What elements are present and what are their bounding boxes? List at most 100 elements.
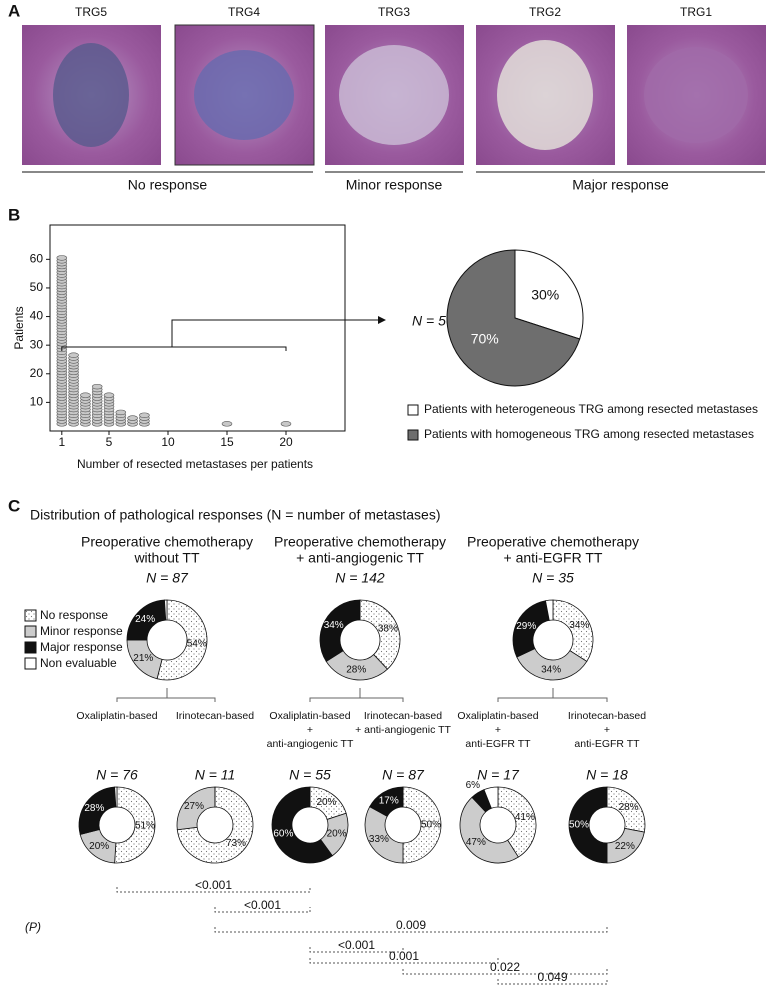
panel-label: B bbox=[8, 205, 20, 224]
legend-label: Non evaluable bbox=[40, 656, 117, 670]
n-label: N = 11 bbox=[195, 767, 236, 783]
p-value: <0.001 bbox=[244, 898, 281, 912]
dot bbox=[127, 415, 138, 421]
subgroup-label: anti-angiogenic TT bbox=[267, 738, 354, 750]
legend-swatch bbox=[24, 641, 37, 654]
dot-stack bbox=[91, 383, 103, 427]
donut-label: 34% bbox=[541, 665, 561, 676]
subgroup-label: Oxaliplatin-based bbox=[76, 710, 157, 722]
donut-segment bbox=[364, 806, 404, 864]
donut-label: 33% bbox=[369, 834, 389, 845]
section-title: Distribution of pathological responses (… bbox=[30, 507, 440, 523]
donut-segment bbox=[271, 786, 333, 864]
pie-label: 70% bbox=[471, 331, 499, 347]
y-axis-label: Patients bbox=[12, 306, 26, 349]
dot bbox=[280, 421, 292, 427]
donut-label: 6% bbox=[466, 780, 481, 791]
donut-segment bbox=[516, 647, 588, 681]
n-label: N = 76 bbox=[96, 767, 138, 783]
y-tick-label: 30 bbox=[30, 337, 44, 351]
dot bbox=[91, 383, 103, 390]
donut-label: 20% bbox=[327, 828, 347, 839]
donut-segment bbox=[114, 786, 118, 808]
x-axis-label: Number of resected metastases per patien… bbox=[77, 457, 313, 471]
x-tick-label: 15 bbox=[220, 435, 234, 449]
group-title: + anti-angiogenic TT bbox=[296, 550, 424, 566]
legend-swatch bbox=[24, 609, 37, 622]
tree-connector bbox=[497, 688, 608, 702]
donut-label: 24% bbox=[135, 614, 155, 625]
p-bracket bbox=[214, 927, 608, 933]
dot bbox=[221, 421, 233, 427]
p-value: <0.001 bbox=[338, 938, 375, 952]
donut-label: 20% bbox=[316, 797, 336, 808]
donut-label: 51% bbox=[135, 821, 155, 832]
dot-stack bbox=[221, 421, 233, 427]
annotation: N = 56 bbox=[412, 313, 454, 329]
x-tick-label: 20 bbox=[279, 435, 293, 449]
bracket bbox=[61, 320, 385, 351]
dot-stack bbox=[115, 409, 127, 427]
x-tick-label: 1 bbox=[58, 435, 65, 449]
dot bbox=[80, 392, 91, 398]
x-tick-label: 10 bbox=[161, 435, 175, 449]
group-title: Preoperative chemotherapy bbox=[467, 534, 639, 550]
p-bracket bbox=[309, 947, 404, 953]
tree-connector bbox=[309, 688, 404, 702]
donut-segment bbox=[319, 599, 361, 662]
donut-label: 17% bbox=[379, 796, 399, 807]
donut-segment bbox=[156, 599, 208, 681]
legend-label: No response bbox=[40, 608, 108, 622]
donut-label: 21% bbox=[133, 653, 153, 664]
donut-label: 34% bbox=[569, 620, 589, 631]
legend-swatch bbox=[407, 404, 419, 416]
y-tick-label: 20 bbox=[30, 366, 44, 380]
x-tick-label: 5 bbox=[106, 435, 113, 449]
n-label: N = 87 bbox=[382, 767, 425, 783]
donut-segment bbox=[164, 599, 168, 621]
dot-stack bbox=[56, 255, 68, 427]
donut-label: 27% bbox=[184, 801, 204, 812]
donut-segment bbox=[114, 786, 156, 864]
dot-stack bbox=[68, 352, 79, 427]
n-label: N = 35 bbox=[532, 570, 574, 586]
p-bracket bbox=[214, 907, 311, 913]
group-title: + anti-EGFR TT bbox=[504, 550, 603, 566]
subgroup-label: Oxaliplatin-based bbox=[269, 710, 350, 722]
image-label: TRG4 bbox=[228, 5, 260, 19]
p-value: 0.049 bbox=[537, 970, 567, 984]
n-label: N = 87 bbox=[146, 570, 189, 586]
pie-slice bbox=[446, 249, 581, 387]
lesion bbox=[53, 43, 129, 147]
donut-segment bbox=[78, 786, 117, 835]
group-title: Preoperative chemotherapy bbox=[274, 534, 446, 550]
subgroup-label: + anti-angiogenic TT bbox=[355, 724, 451, 736]
dot-stack bbox=[80, 392, 91, 427]
pie-slice bbox=[514, 249, 584, 340]
donut-label: 54% bbox=[187, 638, 207, 649]
subgroup-label: Irinotecan-based bbox=[568, 710, 646, 722]
group-title: without TT bbox=[133, 550, 200, 566]
y-tick-label: 60 bbox=[30, 252, 44, 266]
image-label: TRG5 bbox=[75, 5, 107, 19]
subgroup-label: anti-EGFR TT bbox=[465, 738, 531, 750]
dot bbox=[56, 255, 68, 261]
p-value: 0.022 bbox=[490, 960, 520, 974]
donut-label: 50% bbox=[569, 820, 589, 831]
group-label: Major response bbox=[572, 177, 669, 193]
donut-segment bbox=[545, 599, 554, 621]
n-label: N = 18 bbox=[586, 767, 628, 783]
subgroup-label: Irinotecan-based bbox=[176, 710, 254, 722]
donut-label: 50% bbox=[421, 820, 441, 831]
n-label: N = 17 bbox=[477, 767, 520, 783]
group-title: Preoperative chemotherapy bbox=[81, 534, 253, 550]
lesion bbox=[194, 50, 294, 140]
legend-label: Patients with homogeneous TRG among rese… bbox=[424, 427, 754, 441]
pie-label: 30% bbox=[531, 287, 559, 303]
donut-segment bbox=[459, 796, 519, 864]
panel-label: C bbox=[8, 496, 20, 515]
donut-label: 20% bbox=[89, 841, 109, 852]
subgroup-label: + bbox=[495, 724, 501, 736]
donut-label: 34% bbox=[324, 620, 344, 631]
